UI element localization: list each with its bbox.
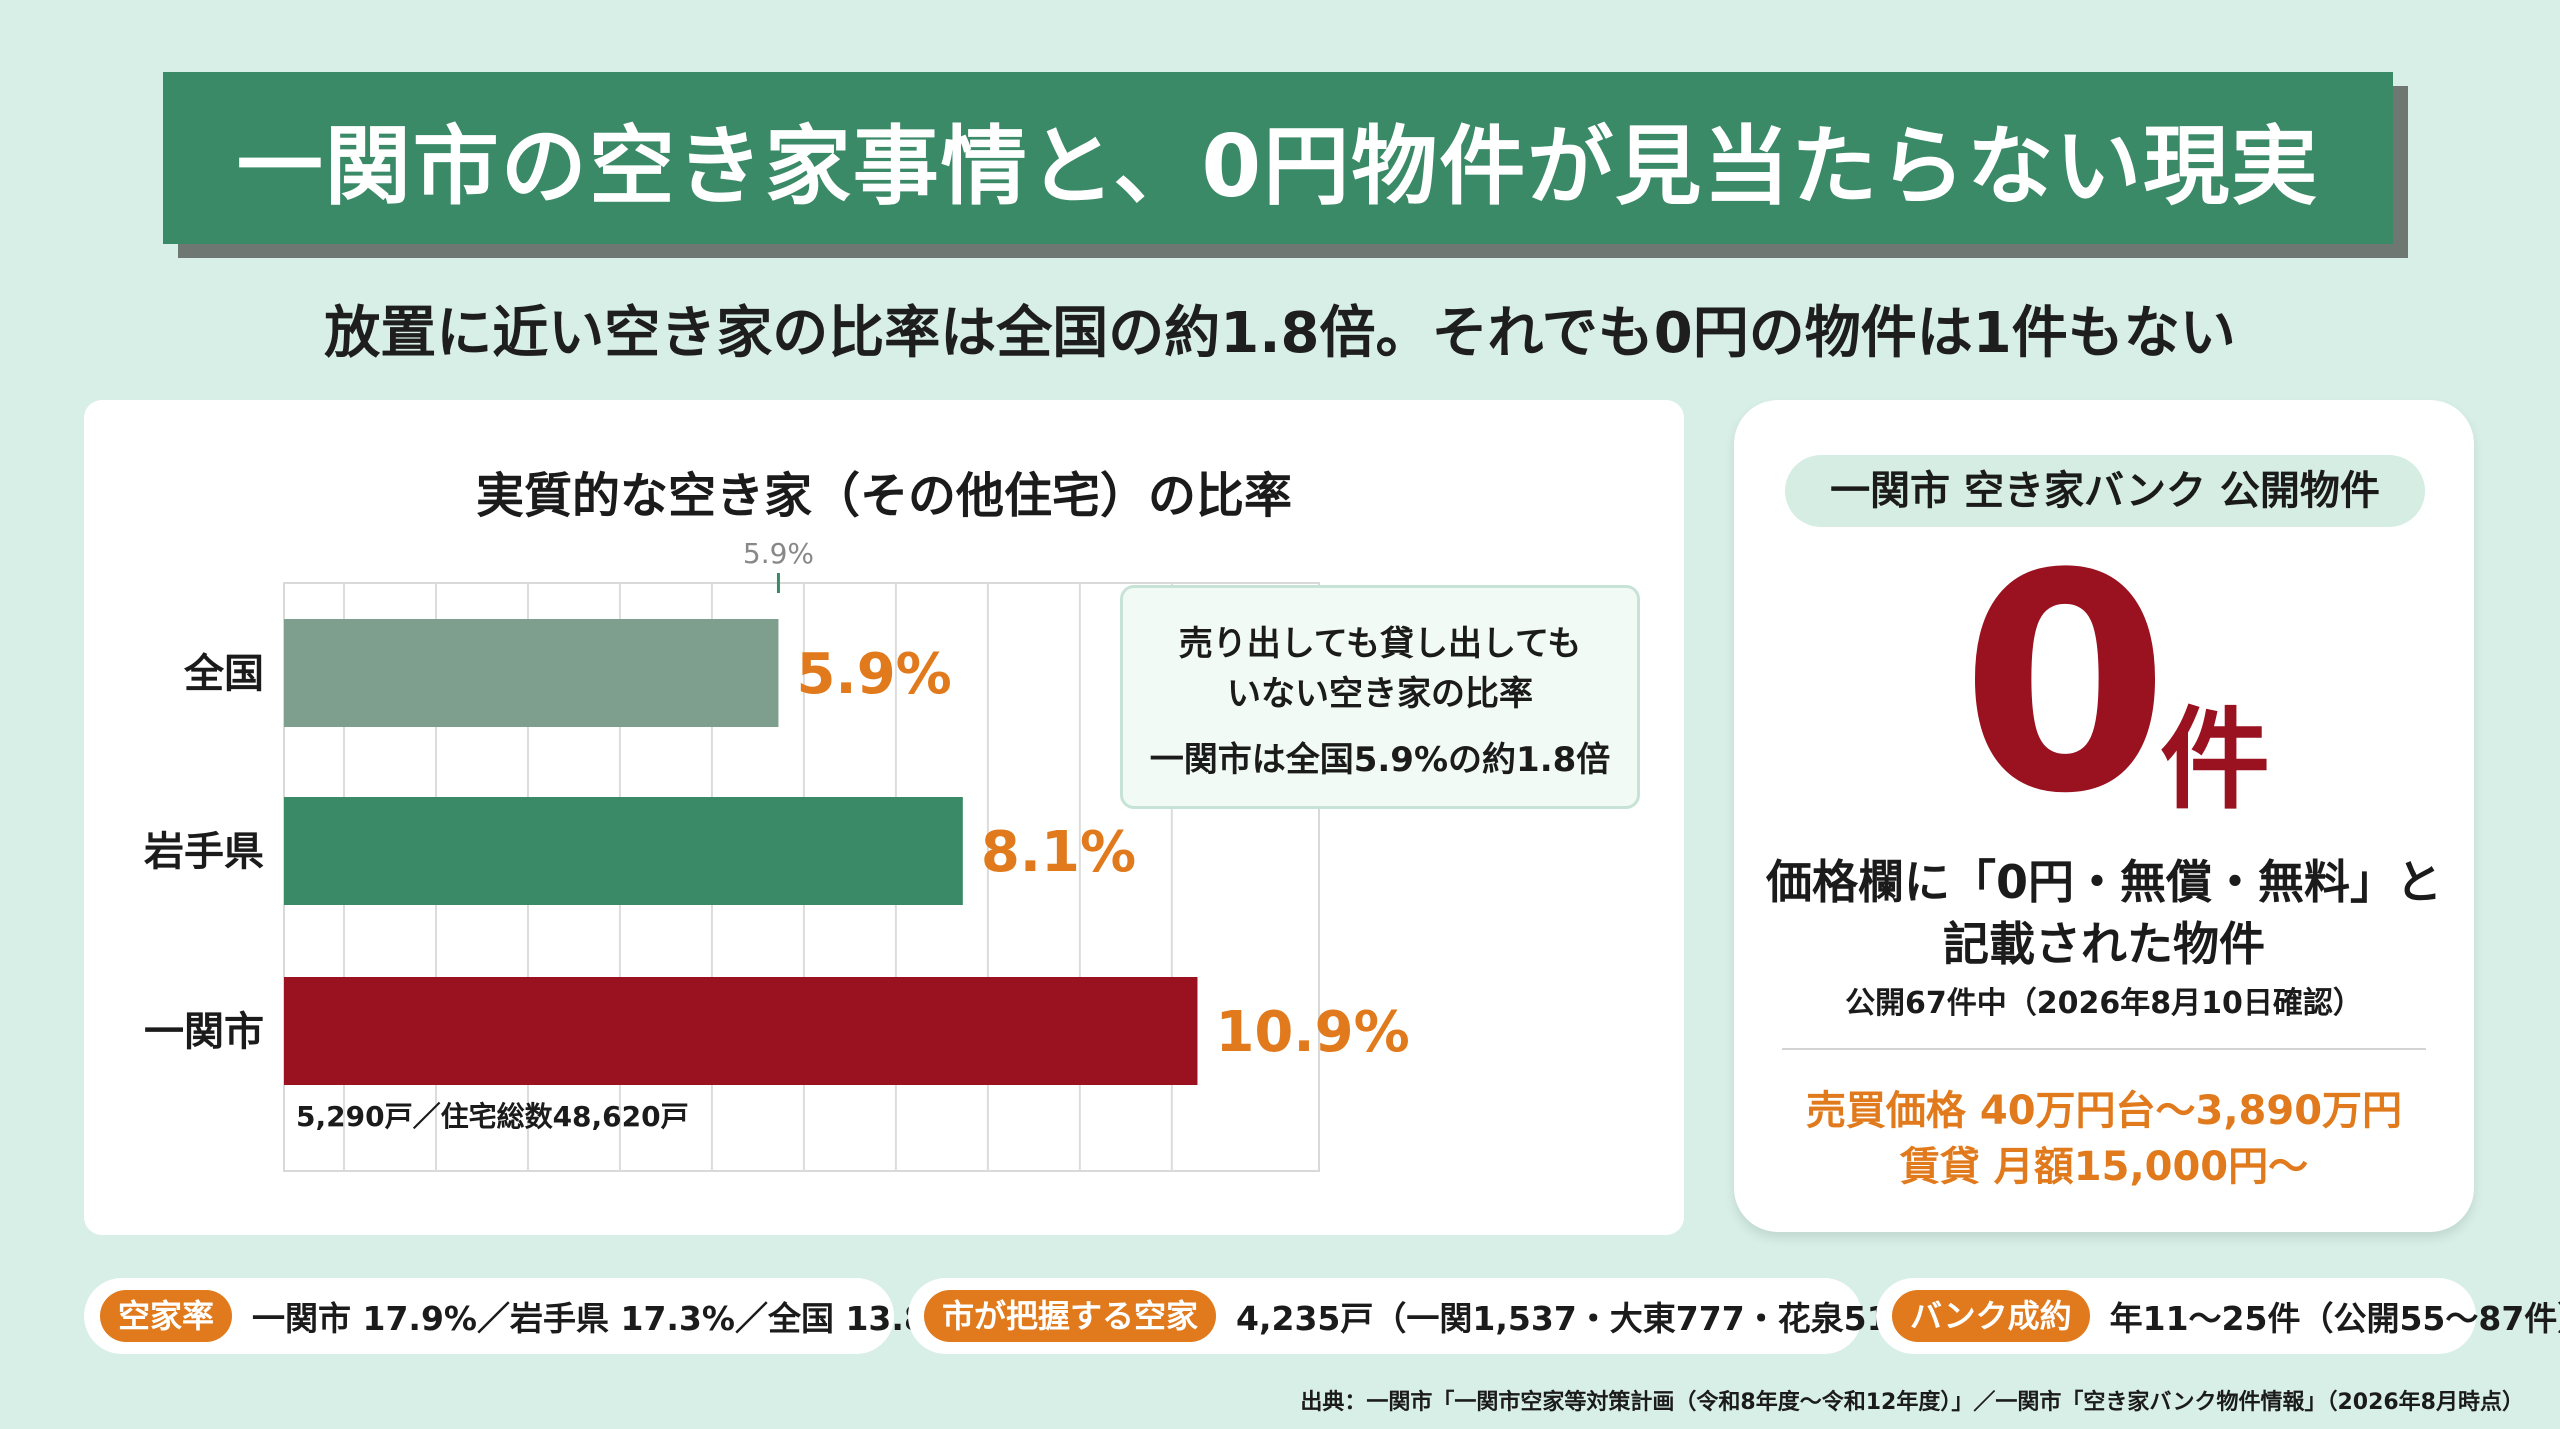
bank-price-rent: 賃貸 月額15,000円〜: [1899, 1144, 2309, 1190]
stat-tag: 市が把握する空家: [924, 1290, 1217, 1342]
value-label: 5.9%: [796, 642, 951, 707]
callout-line-2: いない空き家の比率: [1227, 674, 1533, 714]
source-note: 出典：一関市「一関市空家等対策計画（令和8年度〜令和12年度）」／一関市「空き家…: [1300, 1390, 2524, 1415]
callout-line-1: 売り出しても貸し出しても: [1178, 624, 1582, 664]
bank-listing-unit: 件: [2160, 696, 2270, 824]
stat-tag: 空家率: [100, 1290, 233, 1342]
stat-tag: バンク成約: [1892, 1290, 2090, 1342]
stat-city-vacant-count: 市が把握する空家 4,235戸（一関1,537・大東777・花泉516ほか）: [908, 1278, 2012, 1354]
value-label: 8.1%: [981, 820, 1136, 885]
page-subtitle: 放置に近い空き家の比率は全国の約1.8倍。それでも0円の物件は1件もない: [324, 301, 2236, 366]
category-label: 全国: [183, 651, 264, 697]
value-label: 10.9%: [1215, 1000, 1409, 1065]
vacant-bank-card: [1734, 400, 2474, 1232]
category-label: 一関市: [144, 1009, 264, 1055]
stat-text: 一関市 17.9%／岩手県 17.3%／全国 13.8%: [252, 1299, 960, 1338]
bar-3: [284, 977, 1198, 1085]
reference-label: 5.9%: [743, 537, 814, 570]
stat-bank-contracts: バンク成約 年11〜25件（公開55〜87件）: [1876, 1278, 2560, 1354]
chart-callout: 売り出しても貸し出しても いない空き家の比率 一関市は全国5.9%の約1.8倍: [1120, 585, 1640, 809]
bank-desc-line-2: 記載された物件: [1943, 917, 2265, 971]
bank-listing-count: 0: [1960, 510, 2170, 859]
bank-note: 公開67件中（2026年8月10日確認）: [1845, 986, 2363, 1021]
bar-note: 5,290戸／住宅総数48,620戸: [296, 1100, 689, 1133]
stat-text: 年11〜25件（公開55〜87件）: [2109, 1299, 2560, 1338]
bank-divider: [1782, 1048, 2426, 1050]
chart-title: 実質的な空き家（その他住宅）の比率: [475, 468, 1292, 524]
stat-vacancy-rate: 空家率 一関市 17.9%／岩手県 17.3%／全国 13.8%: [84, 1278, 960, 1354]
category-label: 岩手県: [144, 829, 264, 875]
page-title: 一関市の空き家事情と、0円物件が見当たらない現実: [236, 116, 2320, 217]
title-banner: 一関市の空き家事情と、0円物件が見当たらない現実: [163, 72, 2393, 244]
bar-2: [284, 797, 963, 905]
callout-line-3: 一関市は全国5.9%の約1.8倍: [1149, 740, 1611, 780]
bar-chart: 5.9% 全国 5.9% 岩手県 8.1% 一関市 10.9% 5,290戸／住宅総数48,6…: [144, 537, 1410, 1172]
bank-desc-line-1: 価格欄に「0円・無償・無料」と: [1765, 855, 2442, 909]
bank-price-sale: 売買価格 40万円台〜3,890万円: [1805, 1088, 2403, 1134]
bank-card-pill: 一関市 空き家バンク 公開物件: [1785, 455, 2425, 527]
bar-1: [284, 619, 779, 727]
